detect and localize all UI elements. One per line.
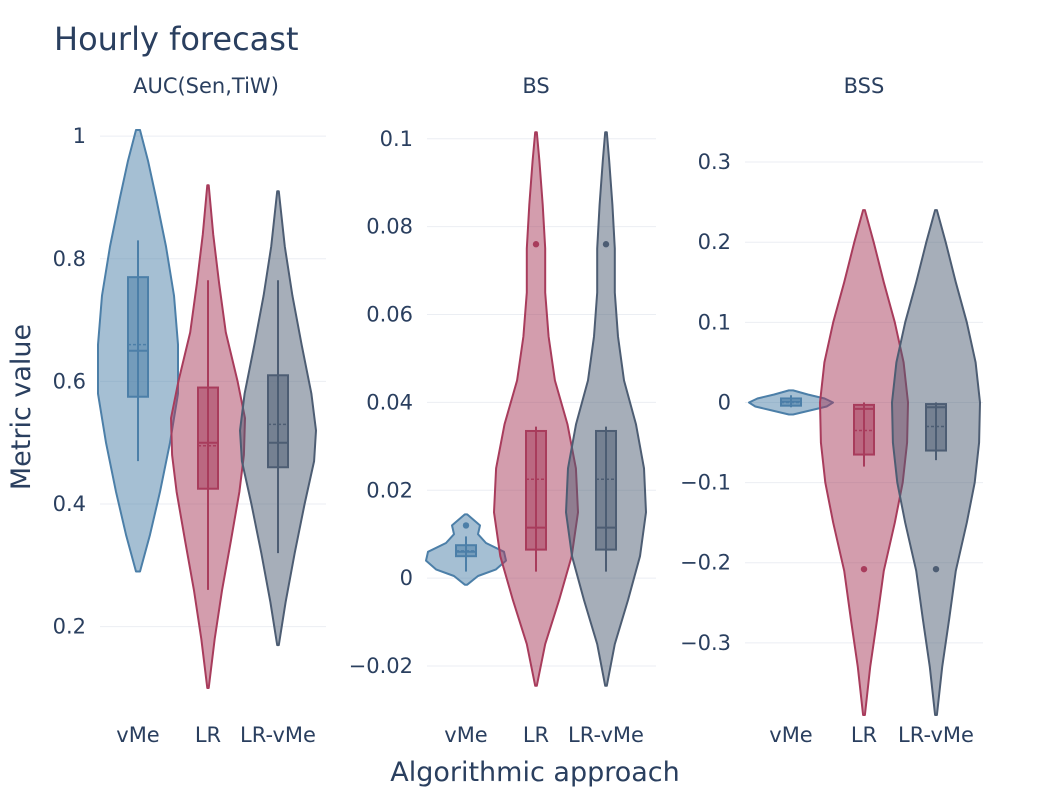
y-tick-label: 0.3 — [698, 150, 731, 174]
panel-title: BSS — [844, 74, 885, 98]
panels: AUC(Sen,TiW) 0.2 0.4 0.6 0.8 1 vMe LR LR-vMe BS −0… — [53, 74, 983, 747]
y-tick-label: −0.3 — [680, 631, 731, 655]
y-tick-label: 0.1 — [698, 310, 731, 334]
outlier-point — [602, 241, 610, 248]
panel-0: AUC(Sen,TiW) 0.2 0.4 0.6 0.8 1 vMe LR LR-vMe — [53, 74, 326, 747]
box-LR-vMe — [595, 429, 617, 551]
box-LR-vMe — [267, 374, 289, 469]
box-LR — [853, 403, 875, 456]
y-tick-label: 0.6 — [53, 369, 86, 393]
y-tick-label: 0.06 — [366, 303, 413, 327]
x-tick-label: LR — [195, 723, 221, 747]
y-tick-label: 0.08 — [366, 215, 413, 239]
outlier-point — [462, 522, 470, 529]
chart-title: Hourly forecast — [54, 20, 298, 58]
box-LR — [525, 429, 547, 551]
panel-1: BS −0.02 0 0.02 0.04 0.06 0.08 0.1 vMe LR LR-vMe — [349, 74, 656, 747]
y-tick-label: 0.2 — [698, 230, 731, 254]
box-LR-vMe — [925, 403, 947, 452]
outlier-point — [532, 241, 540, 248]
box-LR — [197, 386, 219, 490]
y-tick-label: −0.2 — [680, 551, 731, 575]
y-tick-label: 1 — [73, 124, 86, 148]
x-tick-label: vMe — [769, 723, 812, 747]
y-tick-label: −0.1 — [680, 471, 731, 495]
y-tick-label: 0 — [400, 566, 413, 590]
x-axis-title: Algorithmic approach — [390, 757, 680, 788]
box-vMe — [127, 276, 149, 398]
x-tick-label: LR — [851, 723, 877, 747]
y-tick-label: −0.02 — [349, 654, 413, 678]
x-tick-label: LR-vMe — [898, 723, 974, 747]
y-tick-label: 0.1 — [380, 127, 413, 151]
outlier-point — [932, 565, 940, 573]
y-tick-label: 0 — [718, 390, 731, 414]
y-tick-label: 0.02 — [366, 478, 413, 502]
y-tick-label: 0.04 — [366, 390, 413, 414]
panel-title: BS — [522, 74, 549, 98]
panel-2: BSS −0.3 −0.2 −0.1 0 0.1 0.2 0.3 vMe LR LR-vMe — [680, 74, 983, 747]
outlier-point — [860, 565, 868, 573]
x-tick-label: LR — [523, 723, 549, 747]
violin-LR — [493, 131, 579, 687]
violin-LR-vMe — [891, 209, 981, 716]
y-tick-label: 0.4 — [53, 492, 86, 516]
y-axis-title: Metric value — [6, 324, 37, 490]
x-tick-label: LR-vMe — [240, 723, 316, 747]
y-tick-label: 0.8 — [53, 247, 86, 271]
x-tick-label: LR-vMe — [568, 723, 644, 747]
y-tick-label: 0.2 — [53, 615, 86, 639]
x-tick-label: vMe — [116, 723, 159, 747]
violin-LR-vMe — [565, 131, 647, 687]
panel-title: AUC(Sen,TiW) — [133, 74, 279, 98]
x-tick-label: vMe — [444, 723, 487, 747]
